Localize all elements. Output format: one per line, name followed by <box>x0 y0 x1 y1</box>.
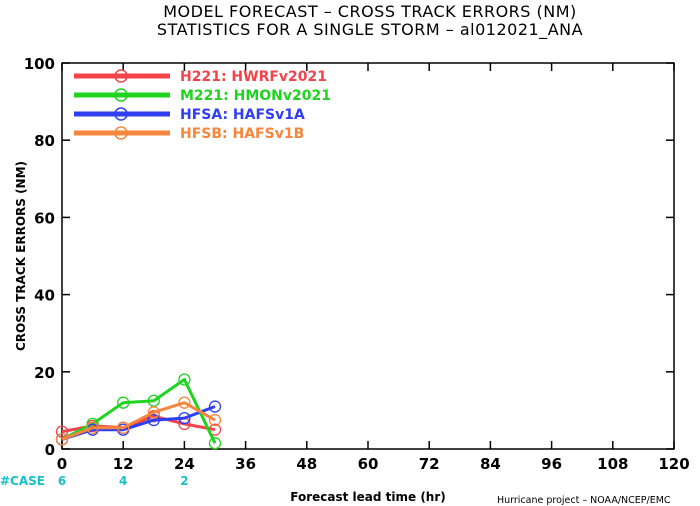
legend-marker <box>114 107 128 121</box>
legend-marker <box>114 88 128 102</box>
case-label: #CASE <box>0 474 45 488</box>
case-count: 2 <box>180 474 188 488</box>
data-point <box>208 437 222 450</box>
x-tick-label: 72 <box>419 455 440 473</box>
legend-label: H221: HWRFv2021 <box>180 69 327 85</box>
x-tick-label: 108 <box>597 455 628 473</box>
legend-label: HFSB: HAFSv1B <box>180 126 304 142</box>
data-point <box>147 406 160 419</box>
series-layer <box>55 373 222 450</box>
x-tick-label: 12 <box>113 455 134 473</box>
legend-item: M221: HMONv2021 <box>74 88 331 104</box>
data-point <box>117 421 130 434</box>
series-4 <box>55 396 222 446</box>
x-tick-label: 24 <box>174 455 195 473</box>
data-point <box>178 411 191 425</box>
data-point <box>147 413 160 427</box>
data-point <box>208 400 222 413</box>
y-axis-ticks: 0 20 40 60 80 100 <box>24 55 674 459</box>
case-count: 4 <box>119 474 127 488</box>
legend-item: H221: HWRFv2021 <box>74 69 327 85</box>
credit-text: Hurricane project – NOAA/NCEP/EMC <box>497 495 671 506</box>
series-line <box>61 401 216 441</box>
plot-frame <box>61 62 675 450</box>
y-tick-label: 60 <box>34 209 55 227</box>
x-tick-label: 60 <box>358 455 379 473</box>
legend-item: HFSA: HAFSv1A <box>74 107 305 123</box>
legend-item: HFSB: HAFSv1B <box>74 126 304 142</box>
x-tick-label: 120 <box>658 455 689 473</box>
y-tick-label: 40 <box>34 287 55 305</box>
y-tick-label: 100 <box>24 55 55 73</box>
data-point <box>86 421 99 434</box>
data-point <box>55 433 69 446</box>
y-tick-label: 0 <box>45 441 55 459</box>
y-tick-label: 80 <box>34 132 55 150</box>
data-point <box>117 396 130 409</box>
x-tick-label: 84 <box>480 455 501 473</box>
chart-title: MODEL FORECAST – CROSS TRACK ERRORS (NM) <box>163 2 577 21</box>
x-axis-label: Forecast lead time (hr) <box>290 490 446 504</box>
chart-subtitle: STATISTICS FOR A SINGLE STORM – al012021… <box>157 20 583 40</box>
series-2 <box>55 373 222 450</box>
x-tick-label: 48 <box>296 455 317 473</box>
y-axis-label: CROSS TRACK ERRORS (NM) <box>14 161 28 351</box>
data-point <box>55 425 69 438</box>
x-axis-ticks: 0 12 24 36 48 60 72 84 96 108 120 <box>57 63 690 473</box>
data-point <box>178 373 191 386</box>
data-point <box>178 396 191 409</box>
case-count: 6 <box>58 474 66 488</box>
legend-label: M221: HMONv2021 <box>180 88 331 104</box>
y-tick-label: 20 <box>34 364 55 382</box>
legend-marker <box>114 69 128 83</box>
x-tick-label: 36 <box>235 455 256 473</box>
data-point <box>208 413 222 427</box>
x-tick-label: 0 <box>57 455 67 473</box>
legend-label: HFSA: HAFSv1A <box>180 107 305 123</box>
case-counts: 6 4 2 <box>58 474 189 488</box>
legend-marker <box>114 126 128 140</box>
legend: H221: HWRFv2021 M221: HMONv2021 HFSA: HAFS… <box>74 69 331 142</box>
x-tick-label: 96 <box>541 455 562 473</box>
